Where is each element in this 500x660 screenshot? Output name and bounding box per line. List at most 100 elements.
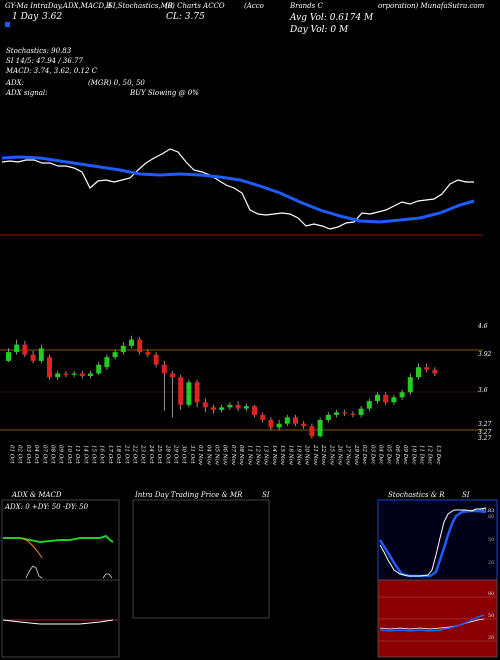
x-axis-date-label: 05 Dec [386,445,392,465]
candle-body [350,413,356,415]
adx-values-text: ADX: 0 +DY: 50 -DY: 50 [4,503,89,511]
x-axis-date-label: 04 Dec [378,445,384,465]
candle-body [268,419,274,428]
candle-body [358,408,364,415]
x-axis-date-label: 14 Nov [271,445,277,466]
price-label-3-6: 3.6 [478,387,488,394]
candle-body [325,414,331,420]
stoch-axis-80: 80 [488,514,494,520]
candle-body [202,402,208,408]
candle-body [178,377,184,405]
stoch-axis-50: 50 [488,537,494,543]
price-label-4-6: 4.6 [477,323,488,330]
stoch-panel-title: Stochastics & R [388,491,445,499]
header-title-5: Brands C [290,2,323,10]
candle-body [120,345,126,353]
adx-signal-text: ADX signal: [6,89,48,97]
candle-body [309,426,315,437]
x-axis-date-label: 06 Nov [222,445,228,466]
stoch-value-label: 90.83 [480,508,494,514]
header-title-3: (0) Charts ACCO [165,2,225,10]
legend-swatch [5,22,10,27]
candle-body [137,339,143,353]
candle-body [186,382,192,405]
candle-body [366,401,372,409]
x-axis-date-label: 07 Nov [230,445,236,466]
buy-text: BUY Slowing @ 0% [130,89,199,97]
adx-panel [1,499,120,658]
x-axis-date-label: 03 Dec [369,445,375,465]
x-axis-date-label: 23 Oct [140,444,146,464]
candle-body [219,407,225,410]
candle-body [153,354,159,365]
candle-body [194,382,200,403]
x-axis-date-label: 09 Oct [58,445,64,464]
x-axis-date-label: 26 Nov [337,444,343,466]
adx-white-line [25,565,43,579]
close-label: CL: 3.75 [166,12,205,22]
candle-body [88,373,93,376]
x-axis-date-label: 24 Oct [148,444,154,464]
header-title-2: SI,Stochastics,MR [108,2,174,10]
x-axis-date-label: 12 Nov [255,445,261,466]
day-label: 1 Day [12,12,39,22]
x-axis-date-label: 30 Oct [181,445,187,464]
day-vol: Day Vol: 0 M [290,25,349,35]
candle-body [71,373,77,375]
x-axis-date-label: 15 Nov [279,445,285,466]
x-axis-date-label: 20 Nov [304,444,310,466]
adx-white-line-2 [102,573,113,579]
x-axis-date-label: 03 Oct [25,445,31,464]
candle-body [399,392,405,398]
rsi-axis-50: 50 [488,613,494,619]
candle-body [170,373,175,378]
price-label-3-27b: 3.27 [478,429,492,436]
candle-body [334,412,339,415]
candle-body [293,417,298,424]
rsi-axis-20: 20 [488,635,494,641]
x-axis-date-label: 11 Nov [246,445,252,466]
price-label-3-92: 3.92 [478,351,492,358]
candle-body [30,354,36,361]
x-axis-date-label: 10 Oct [66,445,72,464]
candle-body [161,364,167,374]
candle-body [407,377,413,393]
x-axis-date-label: 06 Dec [394,445,400,465]
x-axis-date-label: 01 Oct [9,445,15,464]
x-axis-date-label: 17 Oct [107,445,113,464]
avg-vol: Avg Vol: 0.6174 M [290,13,374,23]
candle-body [301,423,307,427]
candle-body [260,414,266,420]
candle-body [235,404,241,409]
x-axis-date-label: 09 Dec [402,445,408,465]
x-axis-date-label: 13 Nov [263,445,269,466]
header-title-4: (Acco [244,2,264,10]
adx-panel-title: ADX & MACD [12,491,62,499]
candle-body [317,419,323,437]
price-label-3-27a: 3.27 [478,421,492,428]
stoch-axis-20: 20 [488,560,494,566]
x-axis-date-label: 07 Oct [41,445,47,464]
x-axis-date-label: 02 Dec [361,445,367,465]
candle-body [47,357,52,378]
x-axis-date-label: 29 Nov [353,444,359,466]
candle-body [243,406,249,409]
white-indicator-line [1,148,474,230]
candle-body [276,423,282,428]
candle-body [104,357,110,368]
header-title-1: GY-Ma IntraDay,ADX,MACD,B [5,2,112,10]
x-axis-date-label: 05 Nov [214,445,220,466]
x-axis-date-label: 14 Oct [82,445,88,464]
x-axis-date-label: 22 Nov [320,444,326,466]
candle-body [383,394,389,403]
x-axis-date-label: 29 Oct [173,444,179,464]
candle-body [391,397,397,403]
x-axis-date-label: 02 Oct [17,445,23,464]
rsi-panel [377,579,498,658]
candle-body [129,339,134,346]
header-title-6: orporation) MunafaSutra.com [378,2,485,10]
x-axis-date-label: 25 Nov [328,444,334,466]
candle-body [38,348,44,361]
candle-body [55,373,61,378]
